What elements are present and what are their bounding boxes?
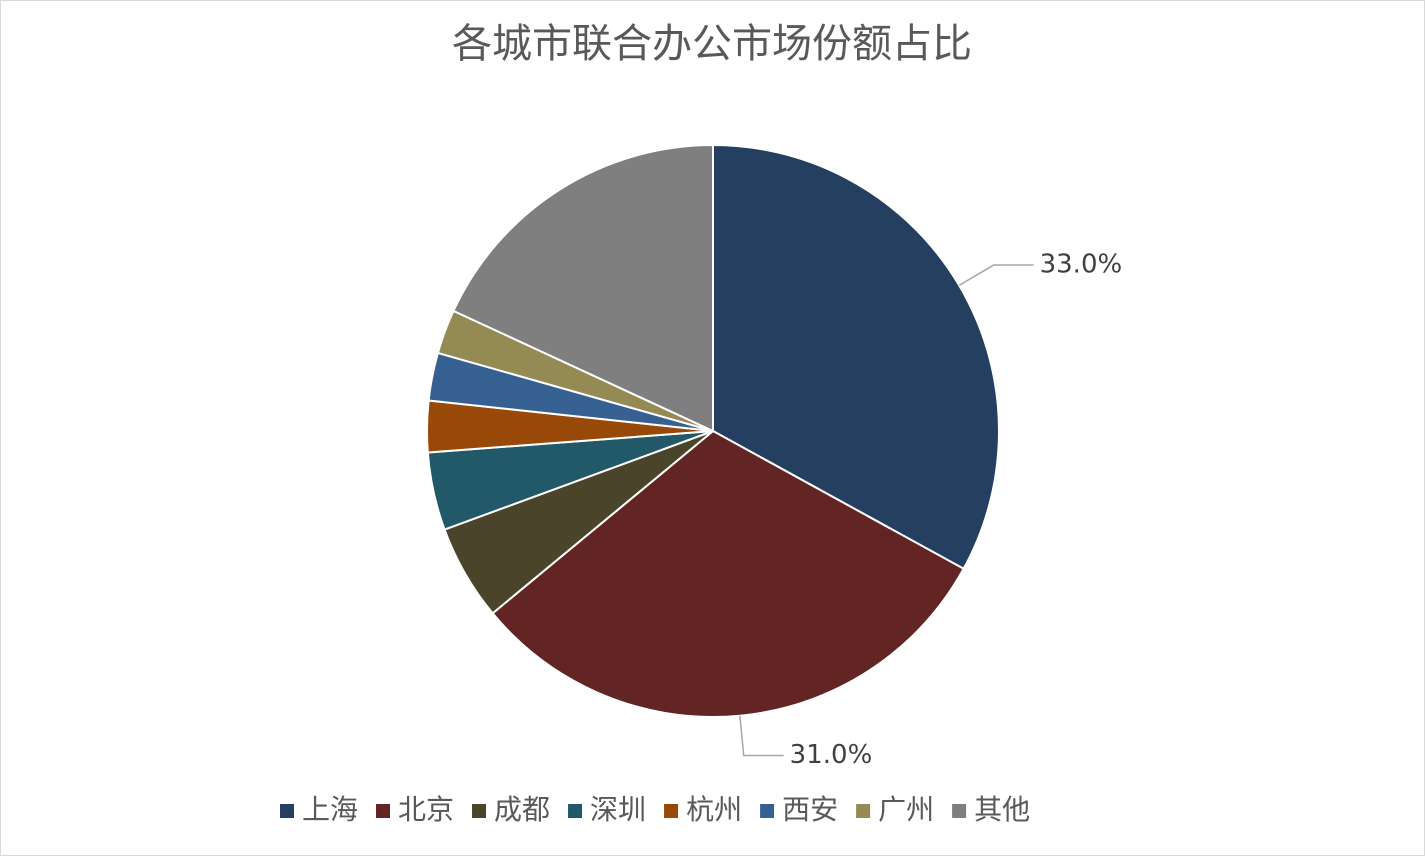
- legend-swatch: [856, 804, 871, 818]
- leader-line: [739, 715, 784, 757]
- legend-swatch: [376, 804, 391, 818]
- legend-swatch: [952, 804, 967, 818]
- legend-label: 成都: [494, 793, 550, 826]
- legend-label: 西安: [782, 793, 838, 826]
- legend-swatch: [760, 804, 775, 818]
- data-label: 31.0%: [790, 740, 873, 770]
- pie-slice: [712, 143, 1000, 571]
- legend-label: 杭州: [686, 793, 742, 826]
- legend-swatch: [568, 804, 583, 818]
- legend-swatch: [472, 804, 487, 818]
- legend-label: 深圳: [590, 793, 646, 826]
- legend-label: 上海: [302, 793, 358, 826]
- legend-swatch: [664, 804, 679, 818]
- legend-swatch: [280, 804, 294, 818]
- legend-label: 北京: [398, 793, 454, 826]
- pie-slice: [452, 143, 714, 433]
- legend-label: 广州: [878, 793, 934, 826]
- chart-title: 各城市联合办公市场份额占比: [452, 21, 972, 67]
- leader-line: [958, 264, 1034, 287]
- data-label: 33.0%: [1040, 250, 1123, 280]
- legend-label: 其他: [974, 793, 1030, 826]
